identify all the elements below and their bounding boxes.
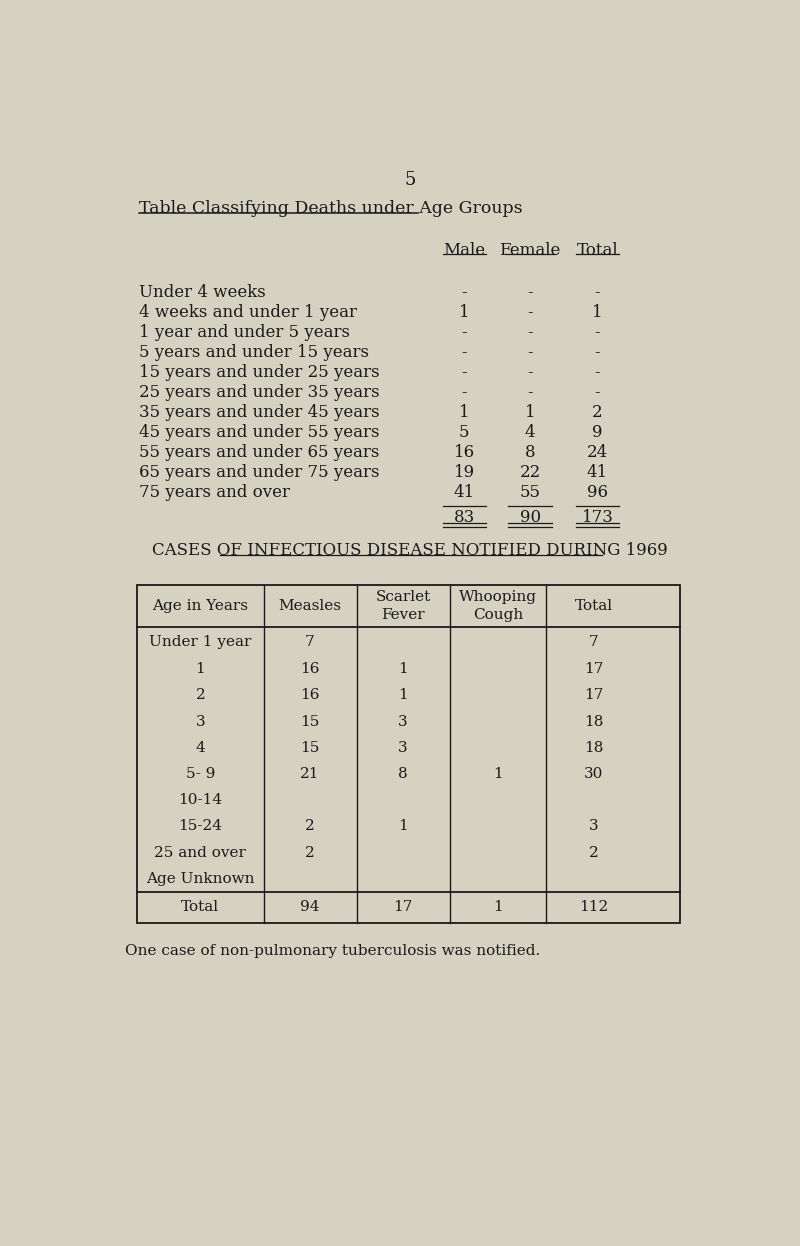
Text: -: - <box>527 364 533 381</box>
Text: 4: 4 <box>195 741 206 755</box>
Text: 35 years and under 45 years: 35 years and under 45 years <box>138 405 379 421</box>
Text: -: - <box>594 364 600 381</box>
Text: 2: 2 <box>305 820 315 834</box>
Text: Age in Years: Age in Years <box>152 599 248 613</box>
Text: 25 and over: 25 and over <box>154 846 246 860</box>
Text: 3: 3 <box>398 741 408 755</box>
Text: 3: 3 <box>398 715 408 729</box>
Text: -: - <box>594 344 600 361</box>
Text: 15 years and under 25 years: 15 years and under 25 years <box>138 364 379 381</box>
Text: Total: Total <box>577 242 618 259</box>
Text: -: - <box>594 284 600 302</box>
Text: 8: 8 <box>398 768 408 781</box>
Text: 5: 5 <box>404 171 416 189</box>
Text: 5- 9: 5- 9 <box>186 768 215 781</box>
Text: -: - <box>527 384 533 401</box>
Text: 8: 8 <box>525 445 535 461</box>
Text: Table Classifying Deaths under Age Groups: Table Classifying Deaths under Age Group… <box>138 199 522 217</box>
Text: 9: 9 <box>592 425 603 441</box>
Text: 25 years and under 35 years: 25 years and under 35 years <box>138 384 379 401</box>
Text: 1: 1 <box>398 663 408 677</box>
Text: 65 years and under 75 years: 65 years and under 75 years <box>138 465 379 481</box>
Text: 1: 1 <box>398 689 408 703</box>
Text: 96: 96 <box>587 485 608 501</box>
Text: 2: 2 <box>195 689 206 703</box>
Text: Whooping
Cough: Whooping Cough <box>459 589 537 622</box>
Text: 90: 90 <box>519 510 541 526</box>
Text: 21: 21 <box>300 768 320 781</box>
Text: 1 year and under 5 years: 1 year and under 5 years <box>138 324 350 341</box>
Text: 15-24: 15-24 <box>178 820 222 834</box>
Text: 17: 17 <box>584 663 603 677</box>
Text: 1: 1 <box>493 900 503 915</box>
Text: 15: 15 <box>300 715 320 729</box>
Text: Under 4 weeks: Under 4 weeks <box>138 284 266 302</box>
Text: 7: 7 <box>306 634 315 649</box>
Text: 1: 1 <box>195 663 206 677</box>
Text: 2: 2 <box>589 846 598 860</box>
Text: Total: Total <box>182 900 219 915</box>
Text: 16: 16 <box>300 689 320 703</box>
Text: 112: 112 <box>579 900 608 915</box>
Bar <box>138 584 680 922</box>
Text: 18: 18 <box>584 741 603 755</box>
Text: Male: Male <box>443 242 486 259</box>
Text: -: - <box>527 284 533 302</box>
Text: 30: 30 <box>584 768 603 781</box>
Text: Total: Total <box>574 599 613 613</box>
Text: Age Unknown: Age Unknown <box>146 872 254 886</box>
Text: 4 weeks and under 1 year: 4 weeks and under 1 year <box>138 304 357 321</box>
Text: 1: 1 <box>398 820 408 834</box>
Text: -: - <box>462 364 467 381</box>
Text: 1: 1 <box>459 304 470 321</box>
Text: 41: 41 <box>454 485 475 501</box>
Text: 22: 22 <box>519 465 541 481</box>
Text: 1: 1 <box>525 405 535 421</box>
Text: -: - <box>527 324 533 341</box>
Text: Measles: Measles <box>278 599 342 613</box>
Text: 41: 41 <box>587 465 608 481</box>
Text: 55: 55 <box>520 485 541 501</box>
Text: Under 1 year: Under 1 year <box>149 634 251 649</box>
Text: 3: 3 <box>195 715 205 729</box>
Text: 45 years and under 55 years: 45 years and under 55 years <box>138 425 379 441</box>
Text: 83: 83 <box>454 510 475 526</box>
Text: -: - <box>527 304 533 321</box>
Text: CASES OF INFECTIOUS DISEASE NOTIFIED DURING 1969: CASES OF INFECTIOUS DISEASE NOTIFIED DUR… <box>152 542 668 559</box>
Text: 4: 4 <box>525 425 535 441</box>
Text: 24: 24 <box>587 445 608 461</box>
Text: One case of non-pulmonary tuberculosis was notified.: One case of non-pulmonary tuberculosis w… <box>125 944 540 958</box>
Text: 19: 19 <box>454 465 475 481</box>
Text: 173: 173 <box>582 510 614 526</box>
Text: Scarlet
Fever: Scarlet Fever <box>375 589 430 622</box>
Text: 55 years and under 65 years: 55 years and under 65 years <box>138 445 379 461</box>
Text: 75 years and over: 75 years and over <box>138 485 290 501</box>
Text: 15: 15 <box>300 741 320 755</box>
Text: 17: 17 <box>394 900 413 915</box>
Text: -: - <box>594 384 600 401</box>
Text: 10-14: 10-14 <box>178 794 222 807</box>
Text: 1: 1 <box>592 304 603 321</box>
Text: 2: 2 <box>305 846 315 860</box>
Text: 2: 2 <box>592 405 603 421</box>
Text: 18: 18 <box>584 715 603 729</box>
Text: 5: 5 <box>459 425 470 441</box>
Text: -: - <box>594 324 600 341</box>
Text: 5 years and under 15 years: 5 years and under 15 years <box>138 344 369 361</box>
Text: 17: 17 <box>584 689 603 703</box>
Text: 94: 94 <box>300 900 320 915</box>
Text: -: - <box>462 384 467 401</box>
Text: -: - <box>527 344 533 361</box>
Text: 3: 3 <box>589 820 598 834</box>
Text: -: - <box>462 324 467 341</box>
Text: Female: Female <box>499 242 561 259</box>
Text: -: - <box>462 284 467 302</box>
Text: 1: 1 <box>493 768 503 781</box>
Text: -: - <box>462 344 467 361</box>
Text: 7: 7 <box>589 634 598 649</box>
Text: 16: 16 <box>454 445 475 461</box>
Text: 1: 1 <box>459 405 470 421</box>
Text: 16: 16 <box>300 663 320 677</box>
